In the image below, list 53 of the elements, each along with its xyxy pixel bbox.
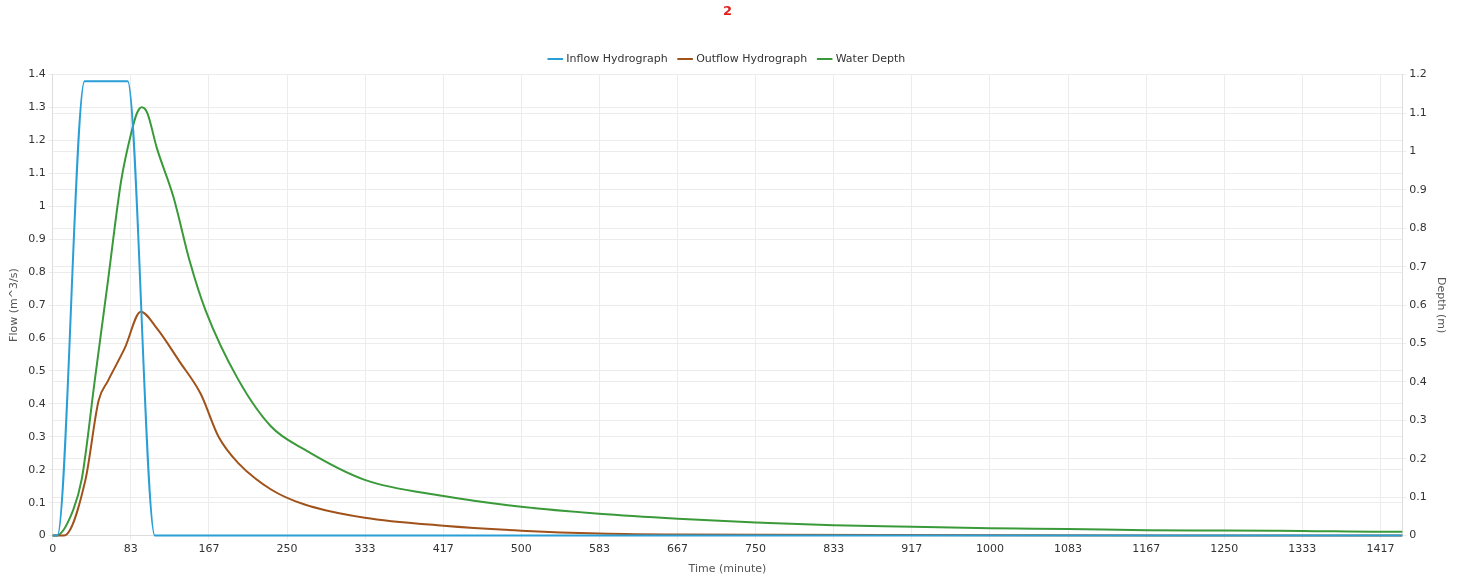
- y2-tick-label: 0: [1409, 528, 1417, 542]
- y2-tick-label: 0.8: [1409, 221, 1427, 235]
- y-tick-label: 0.3: [28, 429, 46, 443]
- x-tick-label: 1417: [1366, 542, 1395, 556]
- y2-tick-label: 0.1: [1409, 490, 1427, 504]
- y-tick-label: 0.1: [28, 495, 46, 509]
- x-tick-label: 250: [276, 542, 298, 556]
- y2-tick-label: 0.4: [1409, 374, 1427, 388]
- y-tick-label: 0.2: [28, 462, 46, 476]
- x-tick-label: 833: [823, 542, 845, 556]
- y-tick-label: 0.5: [28, 363, 46, 377]
- x-tick-label: 500: [510, 542, 532, 556]
- y-tick-label: 0.7: [28, 297, 46, 311]
- y2-tick-label: 0.6: [1409, 297, 1427, 311]
- x-tick-label: 583: [588, 542, 610, 556]
- x-tick-label: 1083: [1054, 542, 1083, 556]
- x-tick-label: 417: [432, 542, 454, 556]
- y-tick-label: 1: [38, 199, 46, 213]
- y-axis-title: Flow (m^3/s): [7, 268, 21, 342]
- y-tick-label: 1.2: [28, 133, 46, 147]
- y-tick-label: 0.4: [28, 396, 46, 410]
- x-tick-label: 1250: [1210, 542, 1239, 556]
- y2-tick-label: 0.3: [1409, 413, 1427, 427]
- chart-title: 2: [722, 3, 733, 19]
- y-tick-label: 0.9: [28, 232, 46, 246]
- x-tick-label: 333: [354, 542, 376, 556]
- y-tick-label: 1.3: [28, 100, 46, 114]
- y-tick-label: 0.8: [28, 265, 46, 279]
- y-tick-label: 1.4: [28, 67, 46, 81]
- y-tick-label: 0: [38, 528, 46, 542]
- y2-tick-label: 1.1: [1409, 105, 1427, 119]
- y2-axis-title: Depth (m): [1434, 276, 1448, 334]
- y2-tick-label: 0.7: [1409, 259, 1427, 273]
- y-tick-label: 1.1: [28, 166, 46, 180]
- x-tick-label: 167: [198, 542, 220, 556]
- y2-tick-label: 0.9: [1409, 182, 1427, 196]
- y-tick-label: 0.6: [28, 330, 46, 344]
- legend-label: Inflow Hydrograph: [566, 51, 668, 65]
- x-tick-label: 1000: [975, 542, 1004, 556]
- y2-tick-label: 1: [1409, 144, 1417, 158]
- x-tick-label: 0: [49, 542, 57, 556]
- x-tick-label: 1333: [1288, 542, 1317, 556]
- x-tick-label: 667: [667, 542, 689, 556]
- y2-tick-label: 0.2: [1409, 451, 1427, 465]
- y2-tick-label: 1.2: [1409, 67, 1427, 81]
- x-tick-label: 83: [123, 542, 138, 556]
- x-tick-label: 750: [745, 542, 767, 556]
- x-tick-label: 1167: [1132, 542, 1161, 556]
- x-axis-title: Time (minute): [687, 562, 767, 576]
- legend-label: Water Depth: [835, 51, 906, 65]
- legend-label: Outflow Hydrograph: [696, 51, 808, 65]
- y2-tick-label: 0.5: [1409, 336, 1427, 350]
- x-tick-label: 917: [901, 542, 923, 556]
